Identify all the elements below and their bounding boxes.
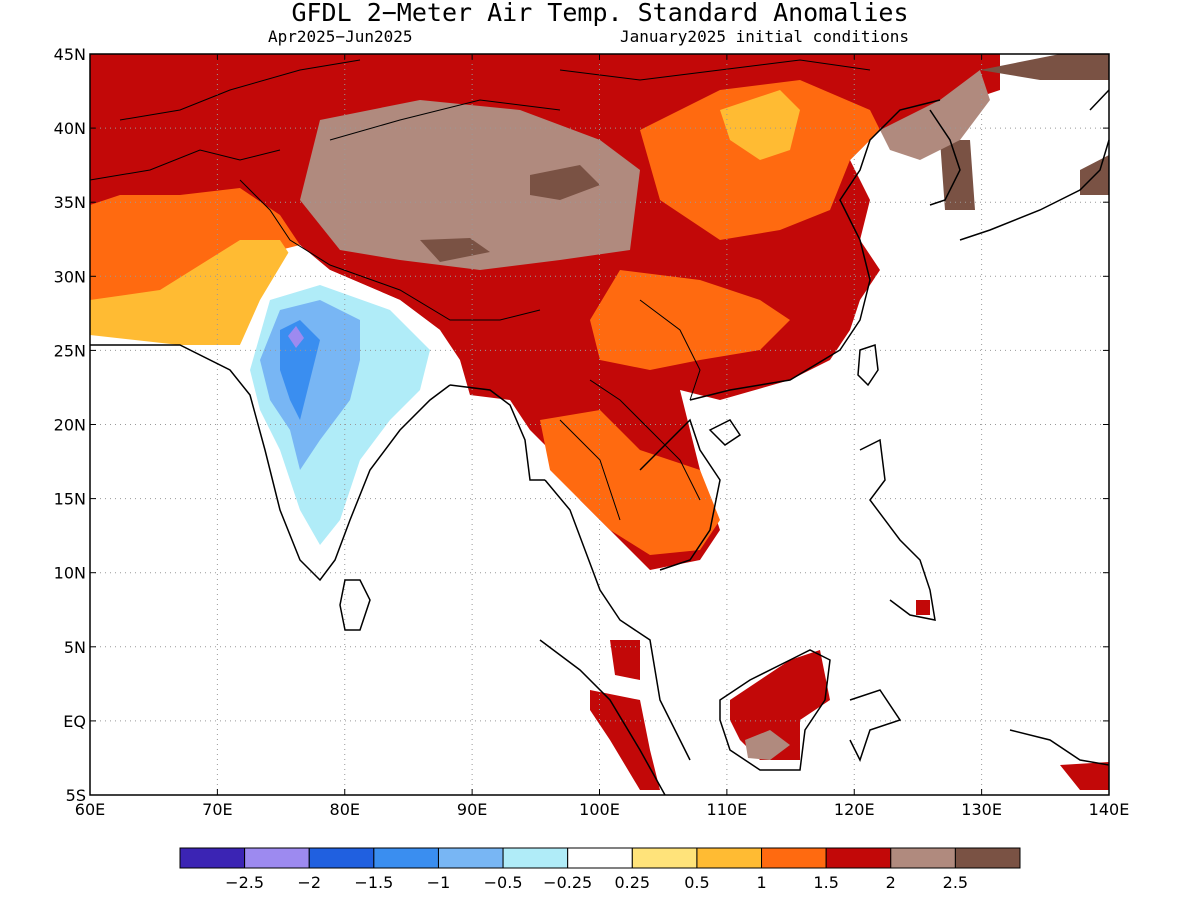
anomaly-region-tibet-dark (420, 54, 1109, 262)
coastline-sumatra (539, 639, 666, 796)
lat-tick-label: 10N (54, 564, 86, 583)
forecast-period: Apr2025−Jun2025 (268, 27, 413, 46)
lat-tick-label: 15N (54, 490, 86, 509)
lat-tick-label: 20N (54, 416, 86, 435)
colorbar-swatch (631, 847, 698, 869)
colorbar-swatch (696, 847, 763, 869)
colorbar-swatch (825, 847, 892, 869)
lat-tick-label: 45N (54, 45, 86, 64)
lon-tick-label: 110E (707, 800, 748, 819)
lon-tick-label: 120E (834, 800, 875, 819)
lon-tick-label: 100E (579, 800, 620, 819)
anomaly-region-china-south (590, 270, 790, 370)
colorbar-label: 1 (756, 873, 766, 892)
lat-tick-label: 25N (54, 341, 86, 360)
coastline-china (689, 99, 941, 401)
colorbar-swatch (954, 847, 1021, 869)
coastline-japan (959, 89, 1110, 241)
lon-tick-label: 70E (202, 800, 232, 819)
coastline-india (90, 344, 451, 582)
lon-tick-label: 140E (1089, 800, 1130, 819)
coastline-newguinea (1009, 729, 1110, 766)
colorbar-swatch (308, 847, 375, 869)
anomaly-region-china-yellow (720, 90, 800, 160)
map-title: GFDL 2−Meter Air Temp. Standard Anomalie… (291, 0, 909, 27)
anomaly-region-borneo (730, 650, 830, 760)
anomaly-region-india-strong (280, 320, 320, 420)
colorbar-label: −0.25 (543, 873, 592, 892)
border-lines (89, 59, 871, 521)
lon-tick-label: 60E (75, 800, 105, 819)
colorbar-label: −1 (427, 873, 451, 892)
lon-tick-label: 90E (457, 800, 487, 819)
colorbar-swatch (502, 847, 569, 869)
anomaly-region-tibet (300, 100, 640, 270)
gridlines (90, 54, 1109, 795)
anomaly-region-borneo-tan (745, 730, 790, 760)
colorbar-swatch (890, 847, 956, 869)
anomaly-region-malaysia (590, 640, 660, 790)
colorbar-swatch (761, 847, 827, 869)
anomaly-region-west (90, 188, 300, 300)
colorbar-swatch (179, 847, 246, 869)
colorbar-swatch (373, 847, 439, 869)
country-borders (89, 59, 871, 521)
anomaly-region-mainland-se (540, 410, 720, 555)
colorbar-label: −2 (297, 873, 321, 892)
colorbar-label: 2.5 (943, 873, 968, 892)
colorbar-swatch (244, 847, 310, 869)
colorbar-label: 2 (886, 873, 896, 892)
longitude-labels: 60E 70E 80E 90E 100E 110E 120E 130E 140E (75, 800, 1130, 819)
initial-conditions: January2025 initial conditions (620, 27, 909, 46)
anomaly-region-gujarat (90, 240, 300, 345)
coastline-hainan (708, 419, 742, 446)
coastline-bay-east (449, 384, 545, 481)
coastline-srilanka (339, 579, 371, 631)
coastline-borneo (719, 649, 831, 771)
colorbar-label: −1.5 (354, 873, 393, 892)
colorbar-label: 1.5 (813, 873, 838, 892)
colorbar-label: −0.5 (484, 873, 523, 892)
anomaly-region-india-peak (288, 326, 304, 348)
lat-tick-label: 30N (54, 267, 86, 286)
lat-tick-label: 40N (54, 119, 86, 138)
colorbar-label: 0.25 (614, 873, 650, 892)
lat-tick-label: 35N (54, 193, 86, 212)
colorbar-label: −2.5 (225, 873, 264, 892)
lon-tick-label: 130E (961, 800, 1002, 819)
colorbar: −2.5 −2 −1.5 −1 −0.5 −0.25 0.25 0.5 1 1.5 2 2.5 (179, 847, 1021, 892)
lat-tick-label: EQ (63, 712, 86, 731)
coastlines (90, 89, 1110, 796)
colorbar-swatch (437, 847, 504, 869)
colorbar-label: 0.5 (684, 873, 709, 892)
lat-tick-label: 5S (66, 786, 86, 805)
anomaly-region-new-guinea (916, 600, 1109, 790)
coastline-sulawesi (849, 689, 902, 762)
lat-tick-label: 5N (64, 638, 86, 657)
axis-ticks (89, 53, 1110, 796)
coastline-taiwan (857, 343, 879, 387)
colorbar-swatch (567, 847, 633, 869)
lon-tick-label: 80E (330, 800, 360, 819)
coastline-korea (929, 109, 961, 206)
coastline-philippines (859, 438, 936, 621)
anomaly-region-korea (880, 70, 990, 160)
latitude-labels: 45N 40N 35N 30N 25N 20N 15N 10N 5N EQ 5S (54, 45, 86, 805)
